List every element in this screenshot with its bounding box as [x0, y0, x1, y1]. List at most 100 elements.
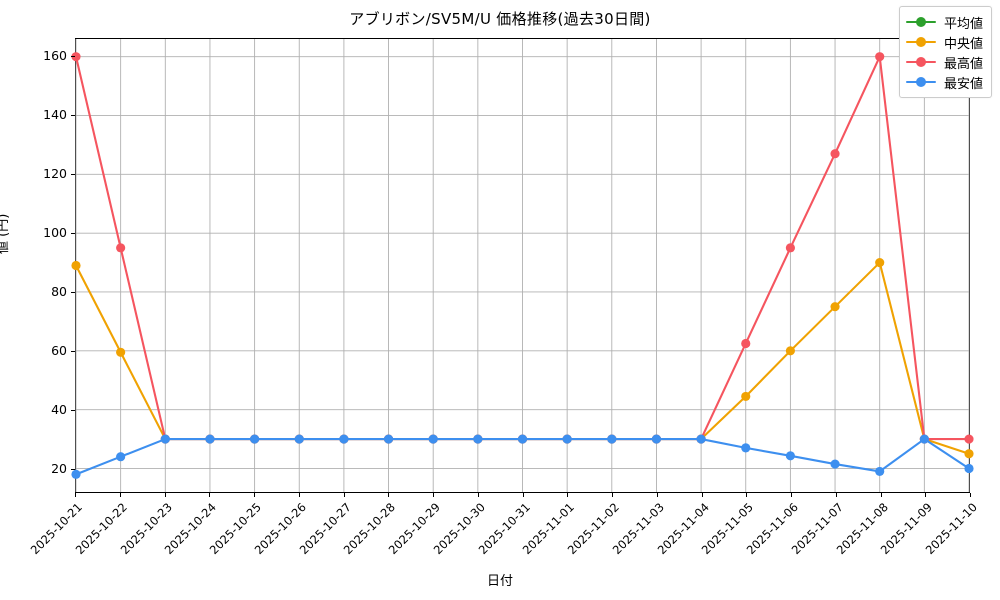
- x-tick-mark: [880, 493, 882, 497]
- y-tick-label: 40: [51, 402, 67, 418]
- data-point: [294, 434, 304, 444]
- series-line: [74, 55, 971, 441]
- data-point: [473, 434, 483, 444]
- data-point: [741, 391, 751, 401]
- data-point: [741, 338, 751, 349]
- y-tick-mark: [71, 173, 75, 175]
- y-tick-label: 60: [51, 343, 67, 359]
- x-tick-mark: [567, 493, 569, 497]
- data-point: [383, 434, 394, 444]
- legend-item-2[interactable]: 最高値: [905, 52, 983, 72]
- y-tick-label: 100: [43, 225, 67, 240]
- data-point: [71, 469, 81, 479]
- legend-label: 最安値: [943, 76, 983, 92]
- data-point: [875, 52, 885, 62]
- data-point: [160, 434, 170, 444]
- data-point: [919, 434, 929, 444]
- grid-lines: [75, 39, 970, 492]
- y-tick-label: 140: [43, 106, 67, 122]
- legend-item-3[interactable]: 最安値: [905, 72, 983, 92]
- x-tick-mark: [746, 493, 748, 497]
- series-line: [74, 438, 971, 476]
- data-series-layer: [71, 52, 974, 479]
- legend-swatch-icon: [905, 35, 936, 49]
- y-tick-mark: [71, 114, 75, 116]
- series-2: [71, 52, 974, 444]
- y-tick-mark: [71, 410, 75, 412]
- data-point: [785, 243, 795, 253]
- x-tick-mark: [164, 493, 166, 497]
- data-point: [964, 463, 974, 474]
- y-tick-label: 20: [51, 461, 67, 477]
- data-point: [116, 347, 126, 357]
- data-point: [517, 434, 528, 444]
- x-tick-mark: [835, 493, 837, 497]
- data-point: [830, 149, 840, 159]
- x-tick-label: 2025-10-24: [161, 500, 220, 558]
- data-point: [71, 260, 81, 271]
- legend-swatch-icon: [905, 15, 936, 29]
- x-tick-label: 2025-10-31: [475, 500, 533, 558]
- x-tick-mark: [925, 493, 927, 497]
- data-point: [875, 257, 885, 268]
- data-point: [785, 346, 795, 356]
- legend-label: 中央値: [943, 36, 983, 52]
- chart-title: アブリボン/SV5M/U 価格推移(過去30日間): [349, 10, 651, 28]
- x-tick-mark: [970, 493, 972, 497]
- x-tick-label: 2025-10-23: [117, 500, 175, 558]
- x-tick-label: 2025-10-27: [296, 500, 354, 558]
- chart-legend: 平均値中央値 最高値最安値: [898, 6, 992, 98]
- data-point: [116, 243, 126, 253]
- x-tick-mark: [701, 493, 703, 497]
- series-line: [74, 261, 971, 455]
- data-point: [428, 434, 438, 444]
- x-tick-label: 2025-11-05: [698, 500, 757, 558]
- data-point: [250, 434, 260, 444]
- x-tick-mark: [522, 493, 524, 497]
- x-tick-mark: [388, 493, 390, 497]
- data-point: [785, 451, 795, 461]
- legend-item-1[interactable]: 中央値: [905, 32, 983, 52]
- legend-label: 平均値: [943, 16, 983, 32]
- data-point: [830, 302, 840, 312]
- data-point: [71, 52, 81, 62]
- data-point: [116, 452, 126, 462]
- plot-area: [71, 38, 974, 493]
- y-tick-mark: [71, 469, 75, 471]
- x-tick-mark: [343, 493, 345, 497]
- x-tick-label: 2025-11-08: [833, 500, 891, 558]
- data-point: [562, 434, 572, 444]
- y-tick-label: 160: [43, 47, 67, 63]
- series-1: [71, 257, 974, 459]
- y-tick-mark: [71, 233, 75, 235]
- y-tick-mark: [71, 292, 75, 294]
- x-tick-label: 2025-11-01: [519, 500, 578, 558]
- data-point: [651, 434, 662, 444]
- x-tick-label: 2025-10-21: [27, 500, 85, 558]
- x-tick-label: 2025-11-09: [877, 500, 936, 558]
- y-tick-mark: [71, 351, 75, 353]
- x-tick-mark: [298, 493, 300, 497]
- data-point: [741, 443, 751, 453]
- data-point: [607, 434, 617, 444]
- x-tick-mark: [119, 493, 121, 497]
- data-point: [205, 434, 215, 444]
- legend-item-0[interactable]: 平均値: [905, 12, 983, 32]
- data-point: [964, 449, 974, 459]
- data-point: [696, 434, 706, 444]
- x-tick-mark: [791, 493, 793, 497]
- x-tick-mark: [209, 493, 211, 497]
- x-tick-mark: [433, 493, 435, 497]
- data-point: [964, 434, 974, 444]
- legend-swatch-icon: [905, 55, 936, 69]
- data-point: [830, 459, 840, 469]
- series-3: [71, 434, 974, 479]
- y-tick-label: 120: [43, 165, 67, 181]
- y-axis-label: 値 (円): [0, 213, 11, 254]
- y-tick-mark: [71, 55, 75, 57]
- x-tick-mark: [477, 493, 479, 497]
- x-tick-label: 2025-10-28: [340, 500, 399, 558]
- data-point: [875, 466, 885, 476]
- data-point: [339, 434, 349, 444]
